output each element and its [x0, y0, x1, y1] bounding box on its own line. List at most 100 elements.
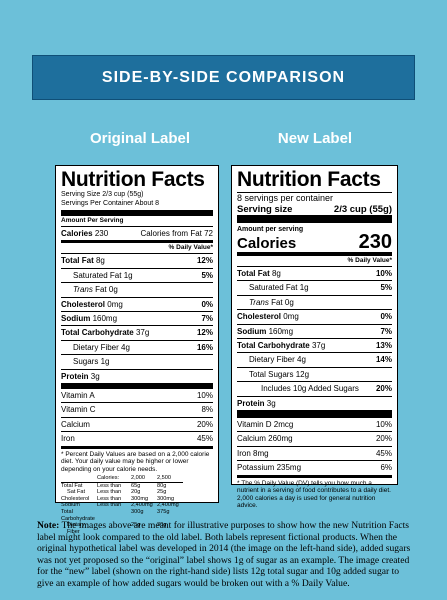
- nutrient-amount: 37g: [311, 341, 326, 351]
- nutrient-label: Sodium: [61, 314, 91, 324]
- nutrient-label: Includes 10g Added Sugars: [261, 384, 359, 394]
- nutrient-amount: Fat 0g: [271, 297, 294, 307]
- vitamin-row: Vitamin D 2mcg 10%: [237, 418, 392, 431]
- vitamin-row: Calcium 20%: [61, 416, 213, 431]
- nutrient-row: Sodium 160mg 7%: [61, 311, 213, 325]
- nutrient-row: Total Fat 8g 10%: [237, 266, 392, 280]
- note-text: The images above are meant for illustrat…: [37, 520, 411, 589]
- nutrient-amount: 37g: [135, 328, 150, 338]
- vitamin-row: Vitamin A 10%: [61, 389, 213, 402]
- nutrient-row: Total Carbohydrate 37g 13%: [237, 338, 392, 352]
- nutrient-dv: 16%: [196, 342, 213, 352]
- nutrient-row: Dietary Fiber 4g 16%: [61, 339, 213, 354]
- new-servings-per: 8 servings per container: [237, 193, 334, 203]
- table-cell: Less than: [97, 489, 122, 496]
- new-serving-size-label: Serving size: [237, 204, 293, 215]
- nutrient-label: Total Carbohydrate: [61, 328, 134, 338]
- nutrient-dv: 12%: [196, 256, 213, 266]
- nutrient-label: Saturated Fat: [73, 270, 122, 280]
- nutrient-row: Includes 10g Added Sugars 20%: [237, 381, 392, 395]
- nutrient-dv: 7%: [201, 314, 213, 324]
- table-cell: Less than: [97, 502, 122, 509]
- vitamin-label: Vitamin A: [61, 391, 95, 401]
- nutrient-row: Sodium 160mg 7%: [237, 323, 392, 338]
- new-amount-per: Amount per serving: [237, 226, 304, 233]
- nutrient-amount: Fat 0g: [95, 285, 118, 295]
- original-title: Nutrition Facts: [61, 168, 205, 191]
- nutrient-label: Total Fat: [61, 256, 94, 266]
- new-label-heading: New Label: [277, 130, 353, 147]
- nutrient-row: Sugars 1g: [61, 354, 213, 368]
- table-cell: 2,400mg: [157, 502, 179, 509]
- table-header-cell: 2,000: [131, 475, 157, 483]
- table-cell: 300mg: [157, 495, 175, 502]
- nutrient-row: Saturated Fat 1g 5%: [61, 267, 213, 282]
- nutrient-amount: 8g: [95, 256, 105, 266]
- nutrient-row: Saturated Fat 1g 5%: [237, 280, 392, 294]
- vitamin-row: Iron 8mg 45%: [237, 445, 392, 460]
- nutrient-label: Protein: [237, 398, 265, 408]
- table-cell: 20g: [131, 489, 141, 496]
- original-calories-label: Calories: [61, 229, 93, 238]
- nutrient-label: Total Carbohydrate: [237, 341, 310, 351]
- nutrient-label: Trans: [249, 297, 269, 307]
- vitamin-label: Vitamin D 2mcg: [237, 420, 294, 430]
- original-calories-fat: Calories from Fat 72: [140, 229, 213, 238]
- nutrient-amount: 160mg: [92, 314, 118, 324]
- original-amount-per: Amount Per Serving: [61, 217, 124, 224]
- nutrient-row: Protein 3g: [61, 368, 213, 383]
- new-dv-header: % Daily Value*: [347, 257, 392, 264]
- nutrient-row: Cholesterol 0mg 0%: [237, 309, 392, 323]
- nutrient-row: Total Sugars 12g: [237, 366, 392, 381]
- nutrient-label: Total Sugars: [249, 369, 294, 379]
- nutrient-row: Cholesterol 0mg 0%: [61, 296, 213, 311]
- table-cell: 80g: [157, 482, 167, 489]
- new-serving-size-value: 2/3 cup (55g): [333, 204, 392, 215]
- nutrient-label: Protein: [61, 371, 89, 381]
- nutrient-label: Total Fat: [237, 269, 270, 278]
- original-daily-values-table: Calories: 2,000 2,500 Total Fat Less than 65g…: [61, 475, 213, 535]
- table-cell: Cholesterol: [61, 495, 90, 502]
- nutrient-label: Cholesterol: [61, 299, 106, 309]
- table-cell: 25g: [157, 489, 167, 496]
- nutrient-dv: 12%: [196, 328, 213, 338]
- nutrient-amount: 4g: [297, 355, 306, 365]
- original-label-heading: Original Label: [89, 130, 191, 147]
- vitamin-dv: 20%: [196, 419, 213, 429]
- vitamin-label: Vitamin C: [61, 405, 96, 415]
- nutrient-amount: 1g: [299, 283, 309, 293]
- nutrient-amount: 1g: [123, 270, 133, 280]
- table-cell: Less than: [97, 482, 122, 489]
- table-cell: Sat Fat: [67, 489, 86, 496]
- nutrient-row: Trans Fat 0g: [61, 282, 213, 296]
- vitamin-row: Vitamin C 8%: [61, 402, 213, 416]
- nutrient-amount: 1g: [100, 357, 110, 367]
- vitamin-row: Potassium 235mg 6%: [237, 460, 392, 474]
- nutrient-label: Sugars: [73, 357, 99, 367]
- vitamin-row: Calcium 260mg 20%: [237, 431, 392, 445]
- original-servings-per: Servings Per Container About 8: [61, 200, 160, 207]
- comparison-banner: SIDE-BY-SIDE COMPARISON: [32, 55, 415, 100]
- nutrient-label: Cholesterol: [237, 312, 282, 322]
- nutrient-dv: 20%: [375, 384, 392, 394]
- original-serving-size: Serving Size 2/3 cup (55g): [61, 191, 144, 198]
- table-header-cell: Calories:: [97, 475, 131, 483]
- nutrient-label: Trans: [73, 285, 93, 295]
- nutrient-label: Saturated Fat: [249, 283, 298, 293]
- vitamin-label: Calcium: [61, 419, 90, 429]
- table-cell: Sodium: [61, 502, 80, 509]
- nutrient-label: Sodium: [237, 326, 267, 336]
- original-calories-value: 230: [94, 229, 109, 238]
- table-cell: 65g: [131, 482, 141, 489]
- nutrient-row: Total Fat 8g 12%: [61, 253, 213, 267]
- nutrient-dv: 5%: [201, 270, 213, 280]
- nutrient-dv: 10%: [375, 269, 392, 278]
- nutrient-amount: 3g: [90, 371, 100, 381]
- vitamin-dv: 6%: [380, 463, 392, 473]
- nutrient-dv: 0%: [201, 299, 213, 309]
- vitamin-dv: 45%: [375, 448, 392, 458]
- vitamin-dv: 10%: [196, 391, 213, 401]
- nutrient-row: Trans Fat 0g: [237, 294, 392, 309]
- vitamin-row: Iron 45%: [61, 431, 213, 445]
- table-header-cell: 2,500: [157, 475, 183, 483]
